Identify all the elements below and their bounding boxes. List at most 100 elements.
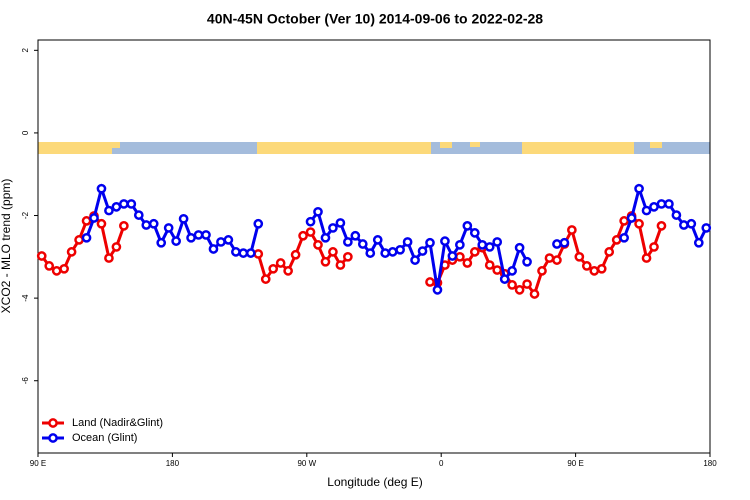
data-point [275, 258, 286, 268]
x-tick-label: 0 [439, 459, 444, 468]
data-point [193, 230, 204, 240]
data-point [462, 221, 473, 231]
data-point [432, 285, 443, 295]
data-point [141, 220, 152, 230]
data-point [484, 242, 495, 252]
data-point [253, 249, 264, 259]
data-point [469, 247, 480, 257]
data-point [36, 251, 47, 261]
data-point [402, 237, 413, 247]
data-point [148, 218, 159, 229]
data-point [664, 199, 674, 209]
data-point [238, 248, 249, 258]
data-point [492, 237, 503, 247]
data-point [410, 255, 420, 265]
data-point [425, 237, 435, 248]
data-point [440, 236, 450, 246]
data-point [350, 230, 361, 241]
x-tick-label: 90 E [567, 459, 583, 468]
data-point [119, 221, 129, 231]
data-point [156, 237, 167, 248]
data-point [492, 265, 503, 275]
legend-label: Land (Nadir&Glint) [72, 417, 163, 429]
data-point [656, 199, 667, 209]
data-point [283, 266, 293, 276]
data-point [104, 253, 114, 263]
data-point [66, 247, 77, 257]
data-point [499, 274, 510, 284]
data-point [455, 251, 465, 262]
data-point [328, 223, 338, 233]
data-point [626, 213, 637, 223]
data-point [119, 199, 129, 209]
data-point [133, 210, 144, 220]
data-point [679, 220, 689, 230]
data-point [343, 251, 353, 262]
data-point [581, 261, 592, 271]
data-point [544, 253, 555, 263]
data-point [201, 230, 211, 240]
map-strip [38, 142, 710, 154]
data-point [522, 279, 532, 289]
legend-label: Ocean (Glint) [72, 432, 137, 444]
data-point [51, 266, 62, 276]
data-point [611, 235, 622, 245]
data-point [686, 218, 697, 229]
data-point [507, 266, 517, 276]
data-point [260, 274, 271, 284]
y-axis-label: XCO2 - MLO trend (ppm) [0, 179, 13, 314]
legend-marker [48, 433, 58, 443]
y-tick-label: -2 [21, 211, 30, 219]
data-point [59, 263, 69, 274]
data-point [514, 285, 525, 295]
data-point [74, 235, 84, 245]
data-point [649, 242, 659, 252]
data-point [231, 247, 241, 257]
data-point [507, 280, 517, 290]
data-point [455, 239, 465, 250]
data-point [425, 277, 435, 287]
data-point [357, 239, 368, 249]
x-tick-label: 180 [703, 459, 717, 468]
data-point [305, 227, 316, 237]
data-point [462, 258, 473, 268]
x-tick-label: 90 W [297, 459, 316, 468]
legend-marker [48, 418, 58, 428]
data-point [320, 256, 331, 267]
data-point [701, 223, 712, 233]
data-point [372, 235, 383, 245]
y-tick-label: -4 [21, 294, 30, 302]
data-point [567, 225, 577, 235]
data-point [365, 248, 376, 258]
data-point [89, 213, 99, 223]
data-point [537, 266, 547, 276]
land-strip [522, 142, 634, 154]
land-strip [257, 142, 431, 154]
land-strip [470, 142, 480, 147]
data-point [529, 289, 540, 299]
data-point [126, 199, 137, 209]
land-strip [440, 142, 452, 148]
data-point [223, 235, 234, 245]
data-point [477, 239, 488, 250]
data-point [514, 242, 525, 253]
data-point [171, 236, 181, 246]
data-point [111, 202, 122, 212]
y-tick-label: 0 [21, 130, 30, 135]
land-strip [38, 142, 112, 154]
data-point [387, 247, 398, 257]
data-point [335, 218, 346, 228]
data-point [253, 218, 264, 229]
data-point [619, 216, 629, 226]
data-point [619, 232, 629, 243]
data-point [178, 213, 189, 224]
series-line [85, 183, 708, 291]
data-point [552, 255, 562, 265]
data-point [656, 221, 667, 231]
data-point [81, 216, 92, 226]
data-point [245, 248, 256, 258]
data-point [313, 206, 323, 217]
data-point [320, 232, 331, 243]
data-point [417, 246, 428, 256]
